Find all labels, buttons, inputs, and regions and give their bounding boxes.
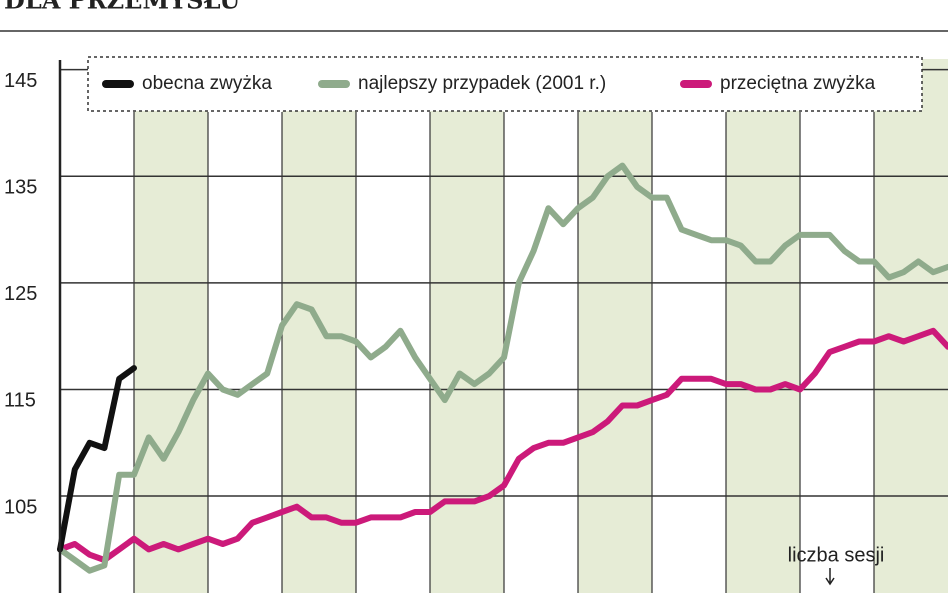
legend-label: najlepszy przypadek (2001 r.): [358, 73, 606, 94]
bands: [134, 59, 948, 593]
series-line: [57, 162, 948, 574]
x-axis-label: liczba sesji: [788, 544, 885, 566]
series-line: [57, 327, 948, 563]
band: [874, 59, 948, 593]
band: [726, 59, 800, 593]
band: [134, 59, 208, 593]
x-label-arrow: [825, 568, 835, 586]
y-tick-label: 135: [4, 177, 37, 199]
lines: [57, 162, 948, 574]
series-line: [57, 365, 137, 553]
legend-box: [87, 56, 923, 112]
legend-label: obecna zwyżka: [142, 73, 272, 94]
y-tick-label: 115: [4, 390, 36, 412]
chart-title: DLA PRZEMYSŁU: [4, 0, 240, 15]
band: [578, 59, 652, 593]
legend: obecna zwyżka najlepszy przypadek (2001 r…: [87, 56, 923, 112]
y-tick-label: 145: [4, 70, 37, 92]
legend-label: przeciętna zwyżka: [720, 73, 876, 94]
y-tick-label: 125: [4, 283, 37, 305]
band: [430, 59, 504, 593]
y-tick-label: 105: [4, 496, 37, 518]
